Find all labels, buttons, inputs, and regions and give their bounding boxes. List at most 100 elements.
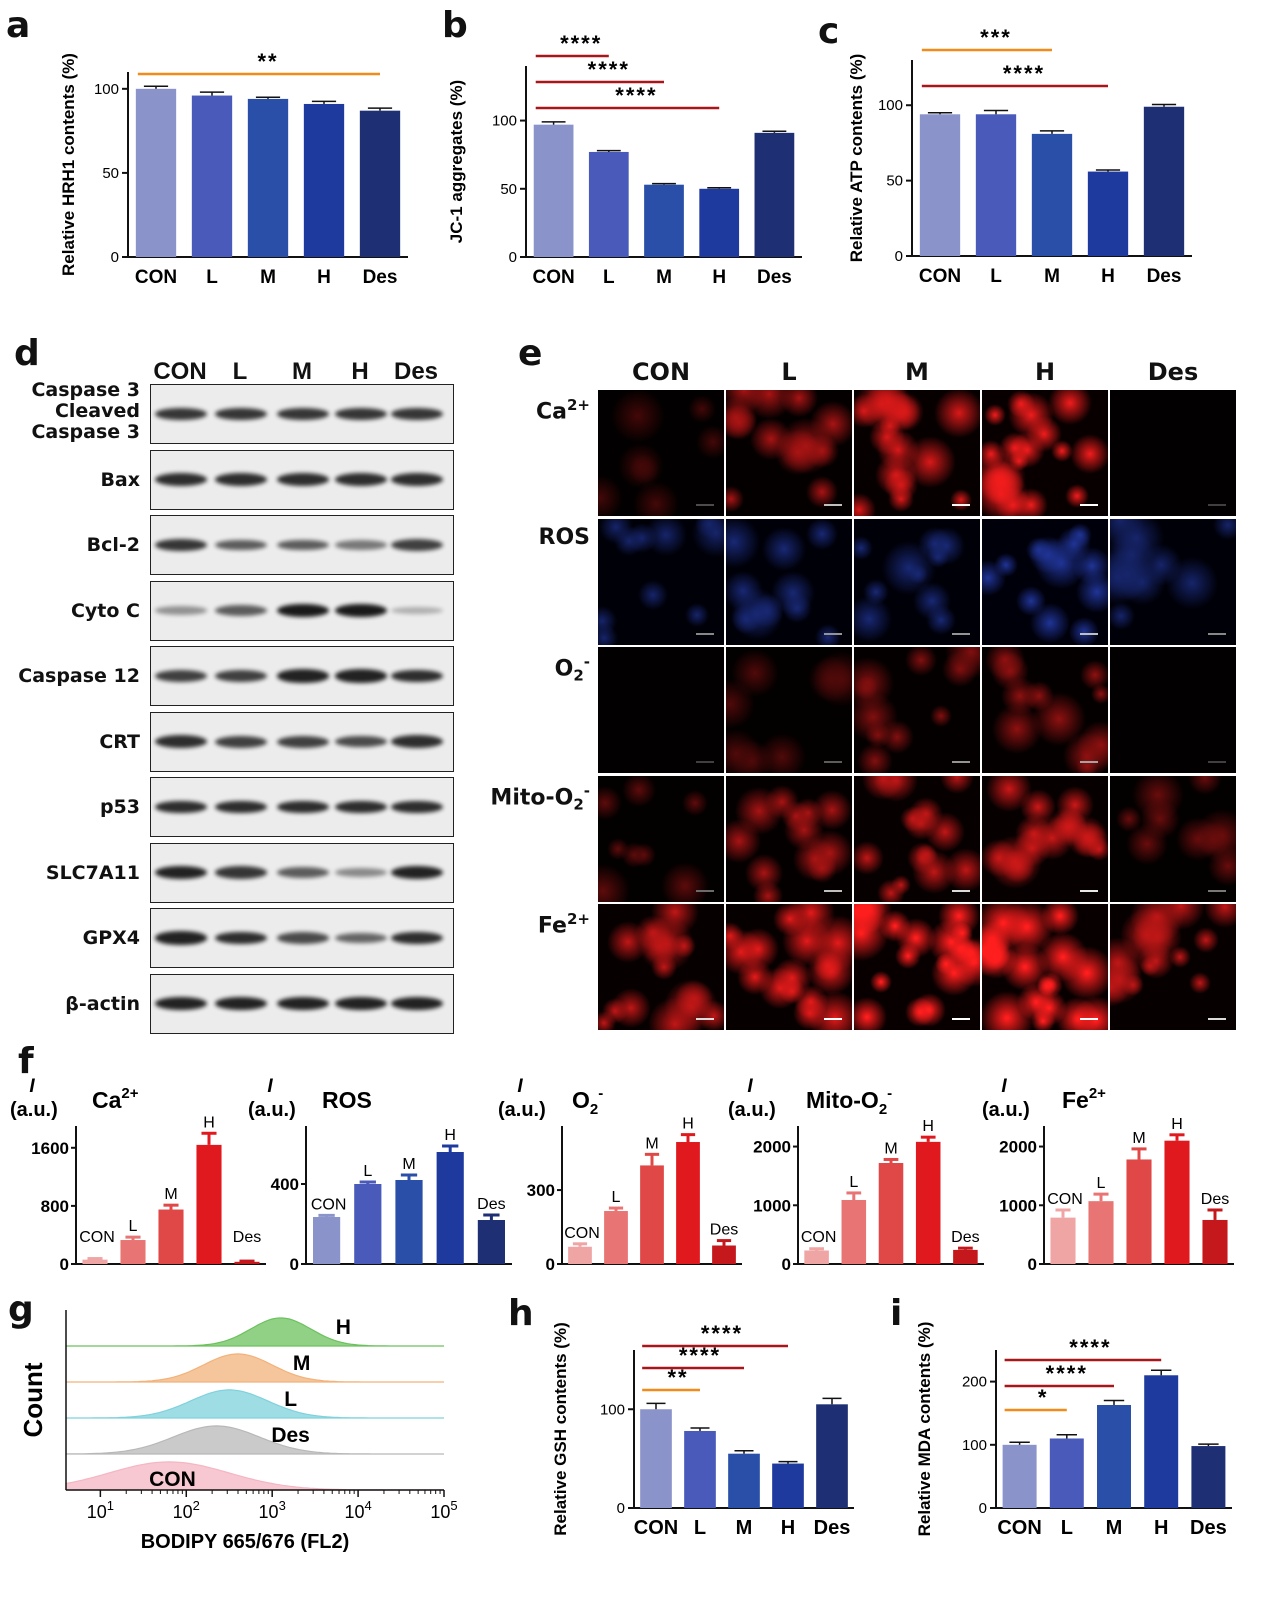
bar-con xyxy=(640,1409,672,1508)
y-axis-symbol: I xyxy=(517,1076,523,1097)
bar-des xyxy=(234,1261,260,1264)
micrograph-tile xyxy=(726,647,852,773)
blot-band xyxy=(277,996,329,1011)
o2-intensity-chart: I(a.u.) O2- 0 300 CON L M H Des xyxy=(498,1076,742,1274)
blot-band xyxy=(391,865,443,880)
micrograph-tile xyxy=(982,904,1108,1030)
y-tick-label: 2000 xyxy=(753,1138,791,1157)
y-axis-unit: (a.u.) xyxy=(10,1099,58,1121)
blot-band xyxy=(335,540,387,550)
y-tick-label: 2000 xyxy=(999,1138,1037,1157)
x-tick-label: CON xyxy=(634,1517,678,1539)
micrograph-tile xyxy=(598,775,724,902)
y-tick-label: 1600 xyxy=(31,1139,69,1158)
x-tick-label: M xyxy=(656,267,672,288)
bar-con xyxy=(804,1250,829,1264)
y-tick-label: 0 xyxy=(509,249,517,266)
scale-bar xyxy=(952,632,970,635)
bar-h xyxy=(303,103,345,257)
y-tick-label: 0 xyxy=(111,249,119,266)
y-tick-label: 100 xyxy=(878,97,903,114)
fe-intensity-chart: I(a.u.) Fe2+ 0 1000 2000 CON L M H Des xyxy=(982,1076,1234,1274)
bar-m xyxy=(158,1209,184,1264)
panel-letter-b: b xyxy=(442,5,468,46)
micrograph-tile xyxy=(1110,390,1236,516)
blot-band xyxy=(155,606,207,615)
blot-row-label-line: Cyto C xyxy=(70,599,140,622)
bar-m xyxy=(644,184,684,257)
micrograph-tile xyxy=(854,647,980,773)
scale-bar xyxy=(1208,504,1226,506)
micrograph-row-label: O2- xyxy=(554,653,590,685)
bar-label: CON xyxy=(79,1229,115,1246)
blot-row-label-line: CRT xyxy=(99,730,140,753)
y-axis-unit: (a.u.) xyxy=(498,1099,546,1121)
blot-row-label: Caspase 3 Cleaved Caspase 3 xyxy=(31,380,140,443)
bar-l xyxy=(191,95,233,257)
x-tick-label: Des xyxy=(363,267,398,288)
bar-label: L xyxy=(849,1174,858,1191)
significance-stars: **** xyxy=(615,83,657,108)
bar-des xyxy=(816,1404,848,1508)
bar-label: M xyxy=(1132,1130,1145,1147)
x-tick-label: CON xyxy=(997,1517,1041,1539)
bar-des xyxy=(712,1245,736,1264)
blot-row-label: Cyto C xyxy=(70,599,140,622)
y-tick-label: 0 xyxy=(546,1255,555,1274)
blot-row-label: β-actin xyxy=(65,992,140,1015)
y-tick-label: 0 xyxy=(782,1255,791,1274)
scale-bar xyxy=(824,1018,842,1020)
blot-row-label: Bax xyxy=(100,469,140,491)
blot-strip xyxy=(150,842,454,903)
bar-m xyxy=(395,1180,423,1264)
bar-l xyxy=(604,1211,628,1264)
blot-band xyxy=(155,538,207,552)
micrograph-column-label: L xyxy=(781,358,797,386)
bar-l xyxy=(354,1184,382,1264)
bar-m xyxy=(728,1453,760,1508)
blot-band xyxy=(155,407,207,421)
series-label: H xyxy=(336,1316,351,1339)
panel-letter-d: d xyxy=(14,333,40,374)
series-label: CON xyxy=(149,1468,196,1491)
y-tick-label: 1000 xyxy=(753,1196,791,1215)
blot-band xyxy=(335,407,387,421)
blot-band xyxy=(277,867,329,878)
scale-bar xyxy=(1080,504,1098,506)
x-tick-label: H xyxy=(1154,1517,1168,1539)
series-label: Des xyxy=(271,1424,310,1447)
bar-h xyxy=(436,1152,464,1264)
y-tick-label: 300 xyxy=(527,1181,555,1200)
bar-label: Des xyxy=(951,1229,979,1246)
bar-m xyxy=(878,1162,904,1264)
bar-label: H xyxy=(922,1118,934,1135)
x-tick-label: L xyxy=(1061,1517,1073,1539)
bodipy-flow-histogram: H ML Des CON 101 102 103 104 105 BODIPY 665/676 (… xyxy=(18,1310,458,1553)
bar-con xyxy=(919,114,961,257)
blot-band xyxy=(155,670,207,682)
bar-l xyxy=(1088,1201,1114,1264)
bar-h xyxy=(915,1141,941,1264)
micrograph-row-label: Ca2+ xyxy=(535,396,590,425)
bar-des xyxy=(1202,1219,1228,1264)
x-tick-label: L xyxy=(603,267,615,288)
x-tick-label: CON xyxy=(532,267,574,288)
bar-l xyxy=(975,114,1017,257)
chart-title: O2- xyxy=(572,1085,603,1118)
blot-band xyxy=(155,735,207,748)
blot-band xyxy=(215,407,267,421)
bar-label: Des xyxy=(233,1229,261,1246)
micrograph-tile xyxy=(726,390,852,516)
bar-label: H xyxy=(203,1114,215,1131)
blot-row-label-line: β-actin xyxy=(65,992,140,1015)
y-tick-label: 800 xyxy=(41,1197,69,1216)
blot-band xyxy=(391,800,443,814)
blot-band xyxy=(155,865,207,880)
hrh1-bar-chart: 0 50 100 Relative HRH1 contents (%) CON L M H De… xyxy=(59,49,408,288)
blot-band xyxy=(215,539,267,551)
scale-bar xyxy=(952,889,970,892)
scale-bar xyxy=(1080,889,1098,892)
blot-band xyxy=(335,669,387,683)
x-tick-label: H xyxy=(781,1517,795,1539)
panel-letter-g: g xyxy=(8,1289,34,1330)
